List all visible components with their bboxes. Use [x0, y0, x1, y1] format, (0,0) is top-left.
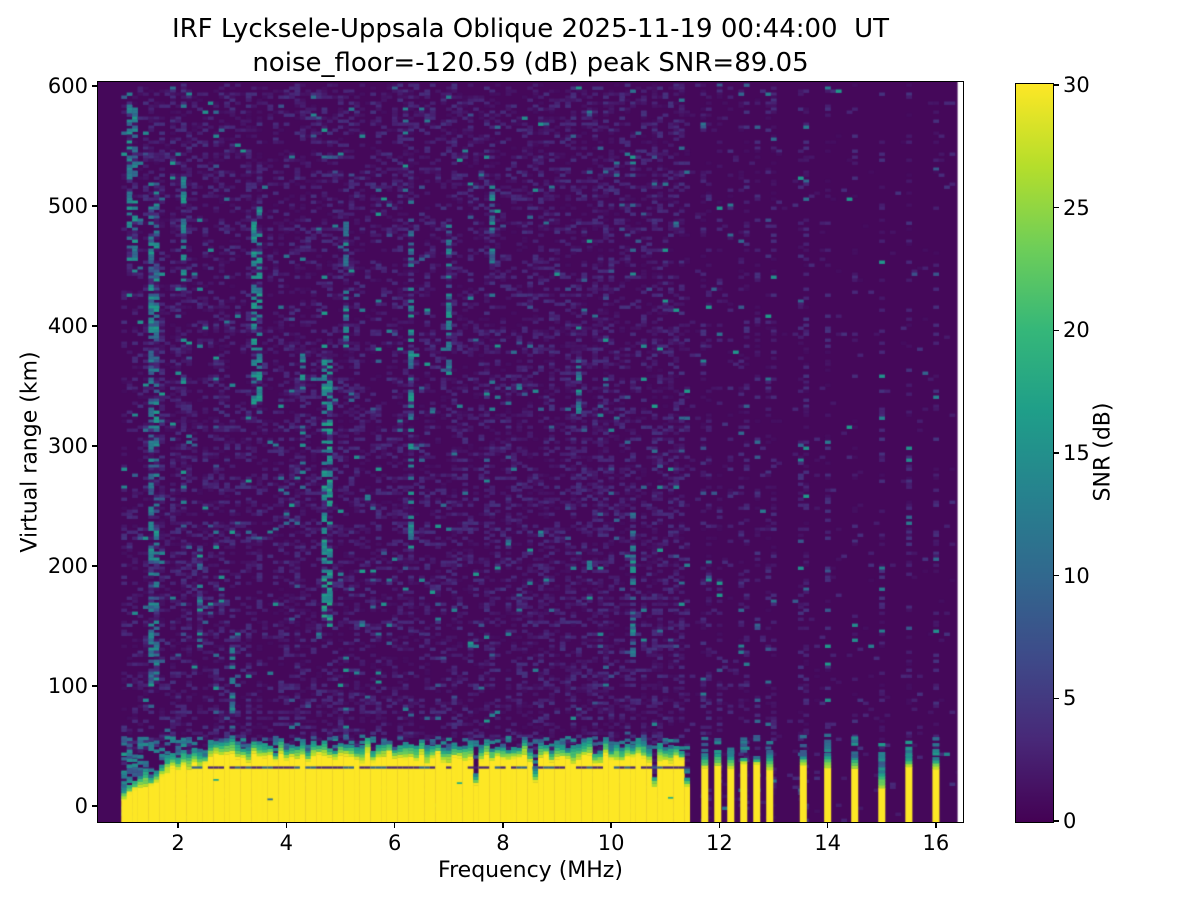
y-tick-label: 0 — [74, 794, 88, 819]
colorbar-tick — [1053, 206, 1059, 209]
x-tick — [826, 822, 829, 828]
y-tick-label: 300 — [47, 433, 88, 458]
y-tick — [92, 445, 98, 447]
y-tick-label: 400 — [47, 313, 88, 338]
x-tick-label: 4 — [279, 831, 294, 855]
chart-title: IRF Lycksele-Uppsala Oblique 2025-11-19 … — [171, 14, 890, 44]
y-tick — [92, 805, 98, 807]
x-tick — [610, 822, 612, 828]
title-block: IRF Lycksele-Uppsala Oblique 2025-11-19 … — [98, 12, 963, 80]
y-tick-label: 600 — [47, 73, 88, 98]
colorbar-tick — [1053, 820, 1059, 822]
x-tick-label: 8 — [496, 831, 510, 855]
x-tick-label: 2 — [171, 831, 185, 855]
y-axis-label: Virtual range (km) — [17, 351, 43, 553]
y-tick — [92, 685, 98, 687]
y-tick-label: 100 — [47, 674, 88, 699]
colorbar-tick — [1053, 574, 1059, 577]
x-axis-label: Frequency (MHz) — [438, 858, 623, 883]
y-tick-label: 200 — [47, 554, 88, 578]
y-tick — [92, 85, 98, 87]
x-tick — [502, 822, 504, 828]
chart-subtitle: noise_floor=-120.59 (dB) peak SNR=89.05 — [252, 48, 809, 78]
x-tick-label: 12 — [706, 831, 733, 855]
x-tick — [935, 822, 937, 828]
colorbar-tick — [1053, 84, 1059, 86]
y-tick — [92, 325, 98, 327]
colorbar-tick-label: 25 — [1063, 195, 1090, 220]
y-tick — [92, 565, 98, 567]
colorbar-tick-label: 30 — [1063, 73, 1090, 97]
colorbar-tick-label: 5 — [1063, 686, 1077, 711]
x-tick — [285, 822, 288, 828]
y-tick-label: 500 — [47, 193, 88, 218]
colorbar-tick-label: 20 — [1063, 318, 1090, 343]
colorbar-tick-label: 10 — [1063, 563, 1090, 588]
colorbar-tick — [1053, 697, 1059, 700]
x-tick — [718, 822, 721, 828]
colorbar-tick-label: 0 — [1063, 809, 1077, 833]
y-tick — [92, 205, 98, 207]
colorbar — [1015, 83, 1054, 823]
x-tick-label: 14 — [814, 831, 842, 855]
colorbar-tick — [1053, 452, 1059, 454]
colorbar-label: SNR (dB) — [1090, 402, 1116, 502]
colorbar-gradient — [1016, 84, 1053, 822]
x-tick-label: 10 — [597, 831, 625, 855]
x-tick-label: 6 — [387, 831, 402, 855]
colorbar-tick — [1053, 329, 1059, 332]
heatmap-canvas — [98, 82, 963, 822]
x-tick — [177, 822, 179, 828]
colorbar-tick-label: 15 — [1063, 441, 1090, 465]
x-tick — [393, 822, 396, 828]
x-tick-label: 16 — [922, 831, 950, 855]
